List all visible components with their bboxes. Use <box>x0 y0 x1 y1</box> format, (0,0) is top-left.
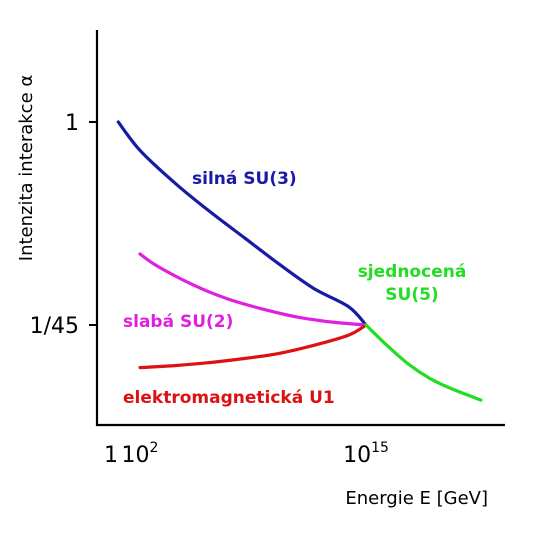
axis-frame <box>95 30 505 427</box>
x-tick-label: 1015 <box>343 440 389 468</box>
series-line-2 <box>138 323 368 370</box>
series-label-1: slabá SU(2) <box>123 312 233 332</box>
y-axis-title: Intenzita interakce α <box>16 75 37 261</box>
series-line-0 <box>116 120 368 327</box>
x-tick-label: 1 <box>104 443 118 468</box>
y-tick-label: 1 <box>65 111 79 136</box>
label-layer: silná SU(3) slabá SU(2) elektromagnetická … <box>123 169 466 408</box>
series-label-3: sjednocená SU(5) <box>358 262 467 305</box>
series-layer <box>116 120 483 402</box>
series-line-3 <box>364 323 483 402</box>
series-label-2: elektromagnetická U1 <box>123 388 335 408</box>
y-tick-label: 1/45 <box>30 314 79 339</box>
x-tick-label: 102 <box>122 440 159 468</box>
series-line-1 <box>138 252 368 327</box>
series-label-0: silná SU(3) <box>192 169 297 189</box>
x-axis-title: Energie E [GeV] <box>345 488 488 509</box>
